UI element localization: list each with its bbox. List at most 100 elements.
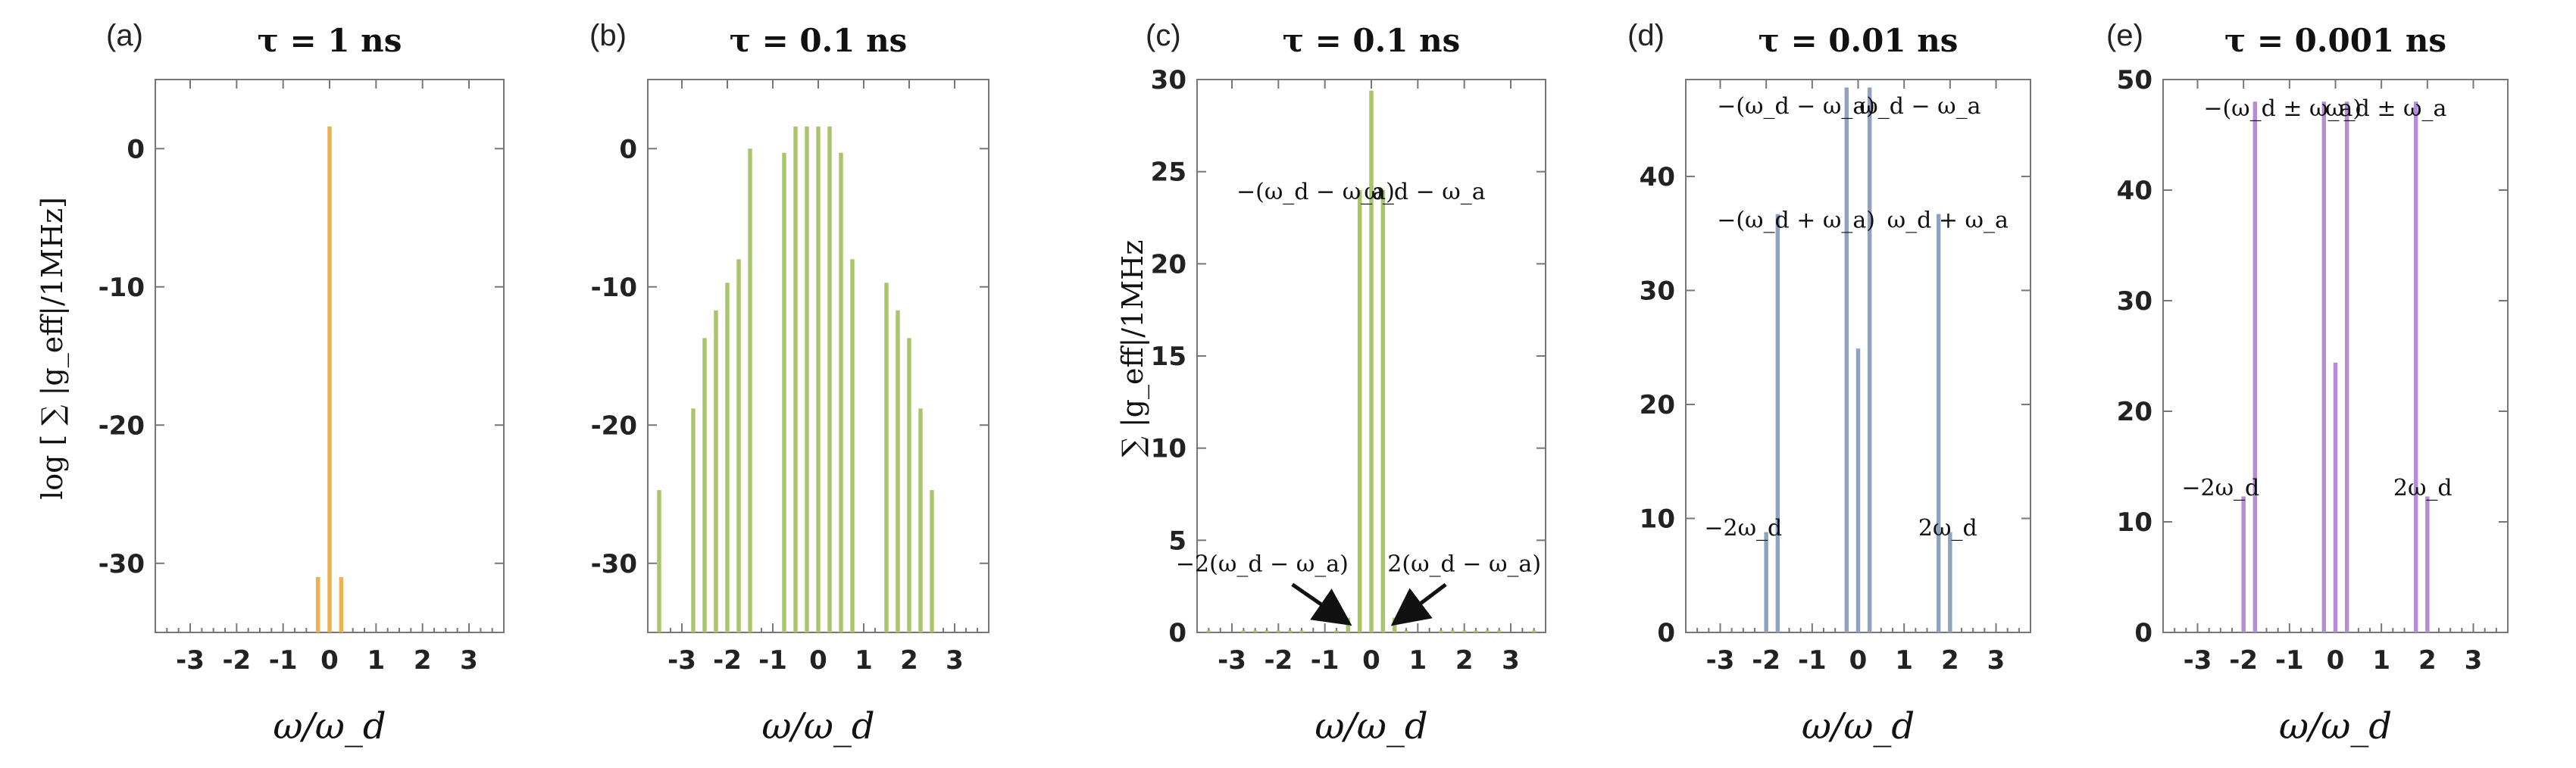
x-tick-label: 3 [1987, 645, 2005, 676]
y-tick-label: 40 [2117, 176, 2152, 206]
bar-annotation: −(ω_d ± ω_a) [2203, 95, 2362, 122]
bar [691, 408, 696, 632]
bar [1936, 214, 1941, 632]
bar [315, 577, 320, 632]
y-tick-label: 20 [1151, 249, 1186, 279]
bar [2413, 101, 2418, 632]
bar [1276, 630, 1281, 632]
x-tick-label: 1 [2372, 645, 2390, 676]
x-tick-label: 0 [320, 645, 339, 676]
bar [702, 338, 707, 632]
bar [2241, 496, 2246, 632]
x-tick-label: -2 [713, 645, 742, 676]
bar [896, 310, 900, 632]
bar [884, 283, 889, 632]
y-tick-label: 20 [2117, 397, 2152, 427]
bar [1844, 87, 1849, 633]
y-tick-label: 10 [1151, 434, 1186, 464]
y-tick-label: 25 [1151, 158, 1186, 188]
bar-annotation: −2ω_d [2181, 475, 2259, 501]
x-tick-label: -3 [2184, 645, 2212, 676]
bar [1474, 630, 1478, 632]
bar [1206, 630, 1211, 632]
x-tick-label: 1 [367, 645, 385, 676]
bar-annotation: −(ω_d − ω_a) [1717, 93, 1875, 120]
bar [2321, 101, 2327, 632]
bar [918, 408, 923, 632]
bar-annotation: −2(ω_d − ω_a) [1176, 551, 1349, 578]
bar [839, 152, 843, 633]
panel-letter: (d) [1627, 19, 1665, 52]
panel-title: τ = 0.001 ns [2224, 22, 2446, 59]
bar [1948, 532, 1952, 632]
x-axis-label: ω/ω_d [2279, 705, 2392, 748]
x-tick-label: 2 [2418, 645, 2437, 676]
y-tick-label: 40 [1640, 162, 1675, 192]
bar [339, 577, 344, 632]
panel-title: τ = 0.1 ns [730, 22, 908, 59]
bar [1775, 214, 1780, 632]
bar-annotation: ω_d + ω_a [1887, 208, 2009, 234]
y-tick-label: 30 [1151, 65, 1186, 95]
x-tick-label: -1 [758, 645, 787, 676]
y-tick-label: 10 [1640, 504, 1675, 534]
bar-annotation: −2ω_d [1704, 515, 1782, 542]
y-tick-label: 20 [1640, 390, 1675, 420]
x-tick-label: 0 [1849, 645, 1868, 676]
x-tick-label: 1 [1408, 645, 1427, 676]
panel-d: (d) τ = 0.01 ns-3 -2 -1 0 1 2 3010203040ω/ω_d−(… [1627, 19, 2031, 748]
x-axis-label: ω/ω_d [1315, 705, 1427, 748]
x-tick-label: 0 [1362, 645, 1380, 676]
panel-title: τ = 1 ns [258, 22, 402, 59]
x-tick-label: 1 [855, 645, 873, 676]
bar [1357, 190, 1362, 632]
bar [1450, 630, 1455, 632]
bar [748, 148, 752, 632]
panel-letter: (e) [2106, 19, 2143, 52]
y-tick-label: -10 [98, 273, 145, 303]
bar [1462, 630, 1467, 632]
x-tick-label: -1 [269, 645, 298, 676]
bar [725, 283, 730, 632]
bar [1531, 630, 1537, 632]
x-tick-label: 3 [1502, 645, 1520, 676]
x-axis-label: ω/ω_d [273, 705, 386, 748]
panel-b: (b) τ = 0.1 ns-3 -2 -1 0 1 2 30-10-20-30ω/ω_d [589, 19, 989, 748]
y-tick-label: 0 [1657, 618, 1675, 648]
bar [782, 152, 786, 633]
y-tick-label: 0 [1168, 618, 1186, 648]
panel-letter: (a) [106, 19, 143, 52]
x-tick-label: -2 [222, 645, 251, 676]
bar [1265, 630, 1269, 632]
y-tick-label: 0 [619, 134, 637, 164]
bar [736, 259, 741, 632]
bar [657, 490, 661, 632]
bar [1380, 190, 1386, 632]
bar [1241, 630, 1246, 632]
panel-letter: (b) [589, 19, 627, 52]
bar [1496, 630, 1502, 632]
bar [850, 259, 855, 632]
bar [805, 126, 809, 633]
x-tick-label: 3 [460, 645, 478, 676]
bar [327, 126, 332, 633]
panel-a: (a) τ = 1 ns-3 -2 -1 0 1 2 30-10-20-30ω/ω_d [98, 19, 505, 748]
bar-annotation: ω_d − ω_a [1364, 179, 1485, 205]
x-tick-label: -1 [1311, 645, 1340, 676]
panel-title: τ = 0.01 ns [1758, 22, 1959, 59]
bar [930, 490, 934, 632]
y-tick-label: 15 [1151, 342, 1186, 372]
arrow-left [1291, 582, 1352, 626]
bar-annotation: 2ω_d [2393, 475, 2453, 501]
x-tick-label: -3 [1218, 645, 1246, 676]
y-tick-label: -30 [98, 549, 145, 579]
bar-annotation: 2ω_d [1918, 515, 1977, 542]
bar [1299, 630, 1304, 632]
bar-annotation: −(ω_d + ω_a) [1717, 208, 1875, 234]
bar [1369, 90, 1374, 633]
x-tick-label: -1 [2275, 645, 2304, 676]
panel-letter: (c) [1146, 19, 1181, 52]
x-tick-label: 2 [900, 645, 918, 676]
bar [1867, 87, 1872, 633]
bar [714, 310, 718, 632]
